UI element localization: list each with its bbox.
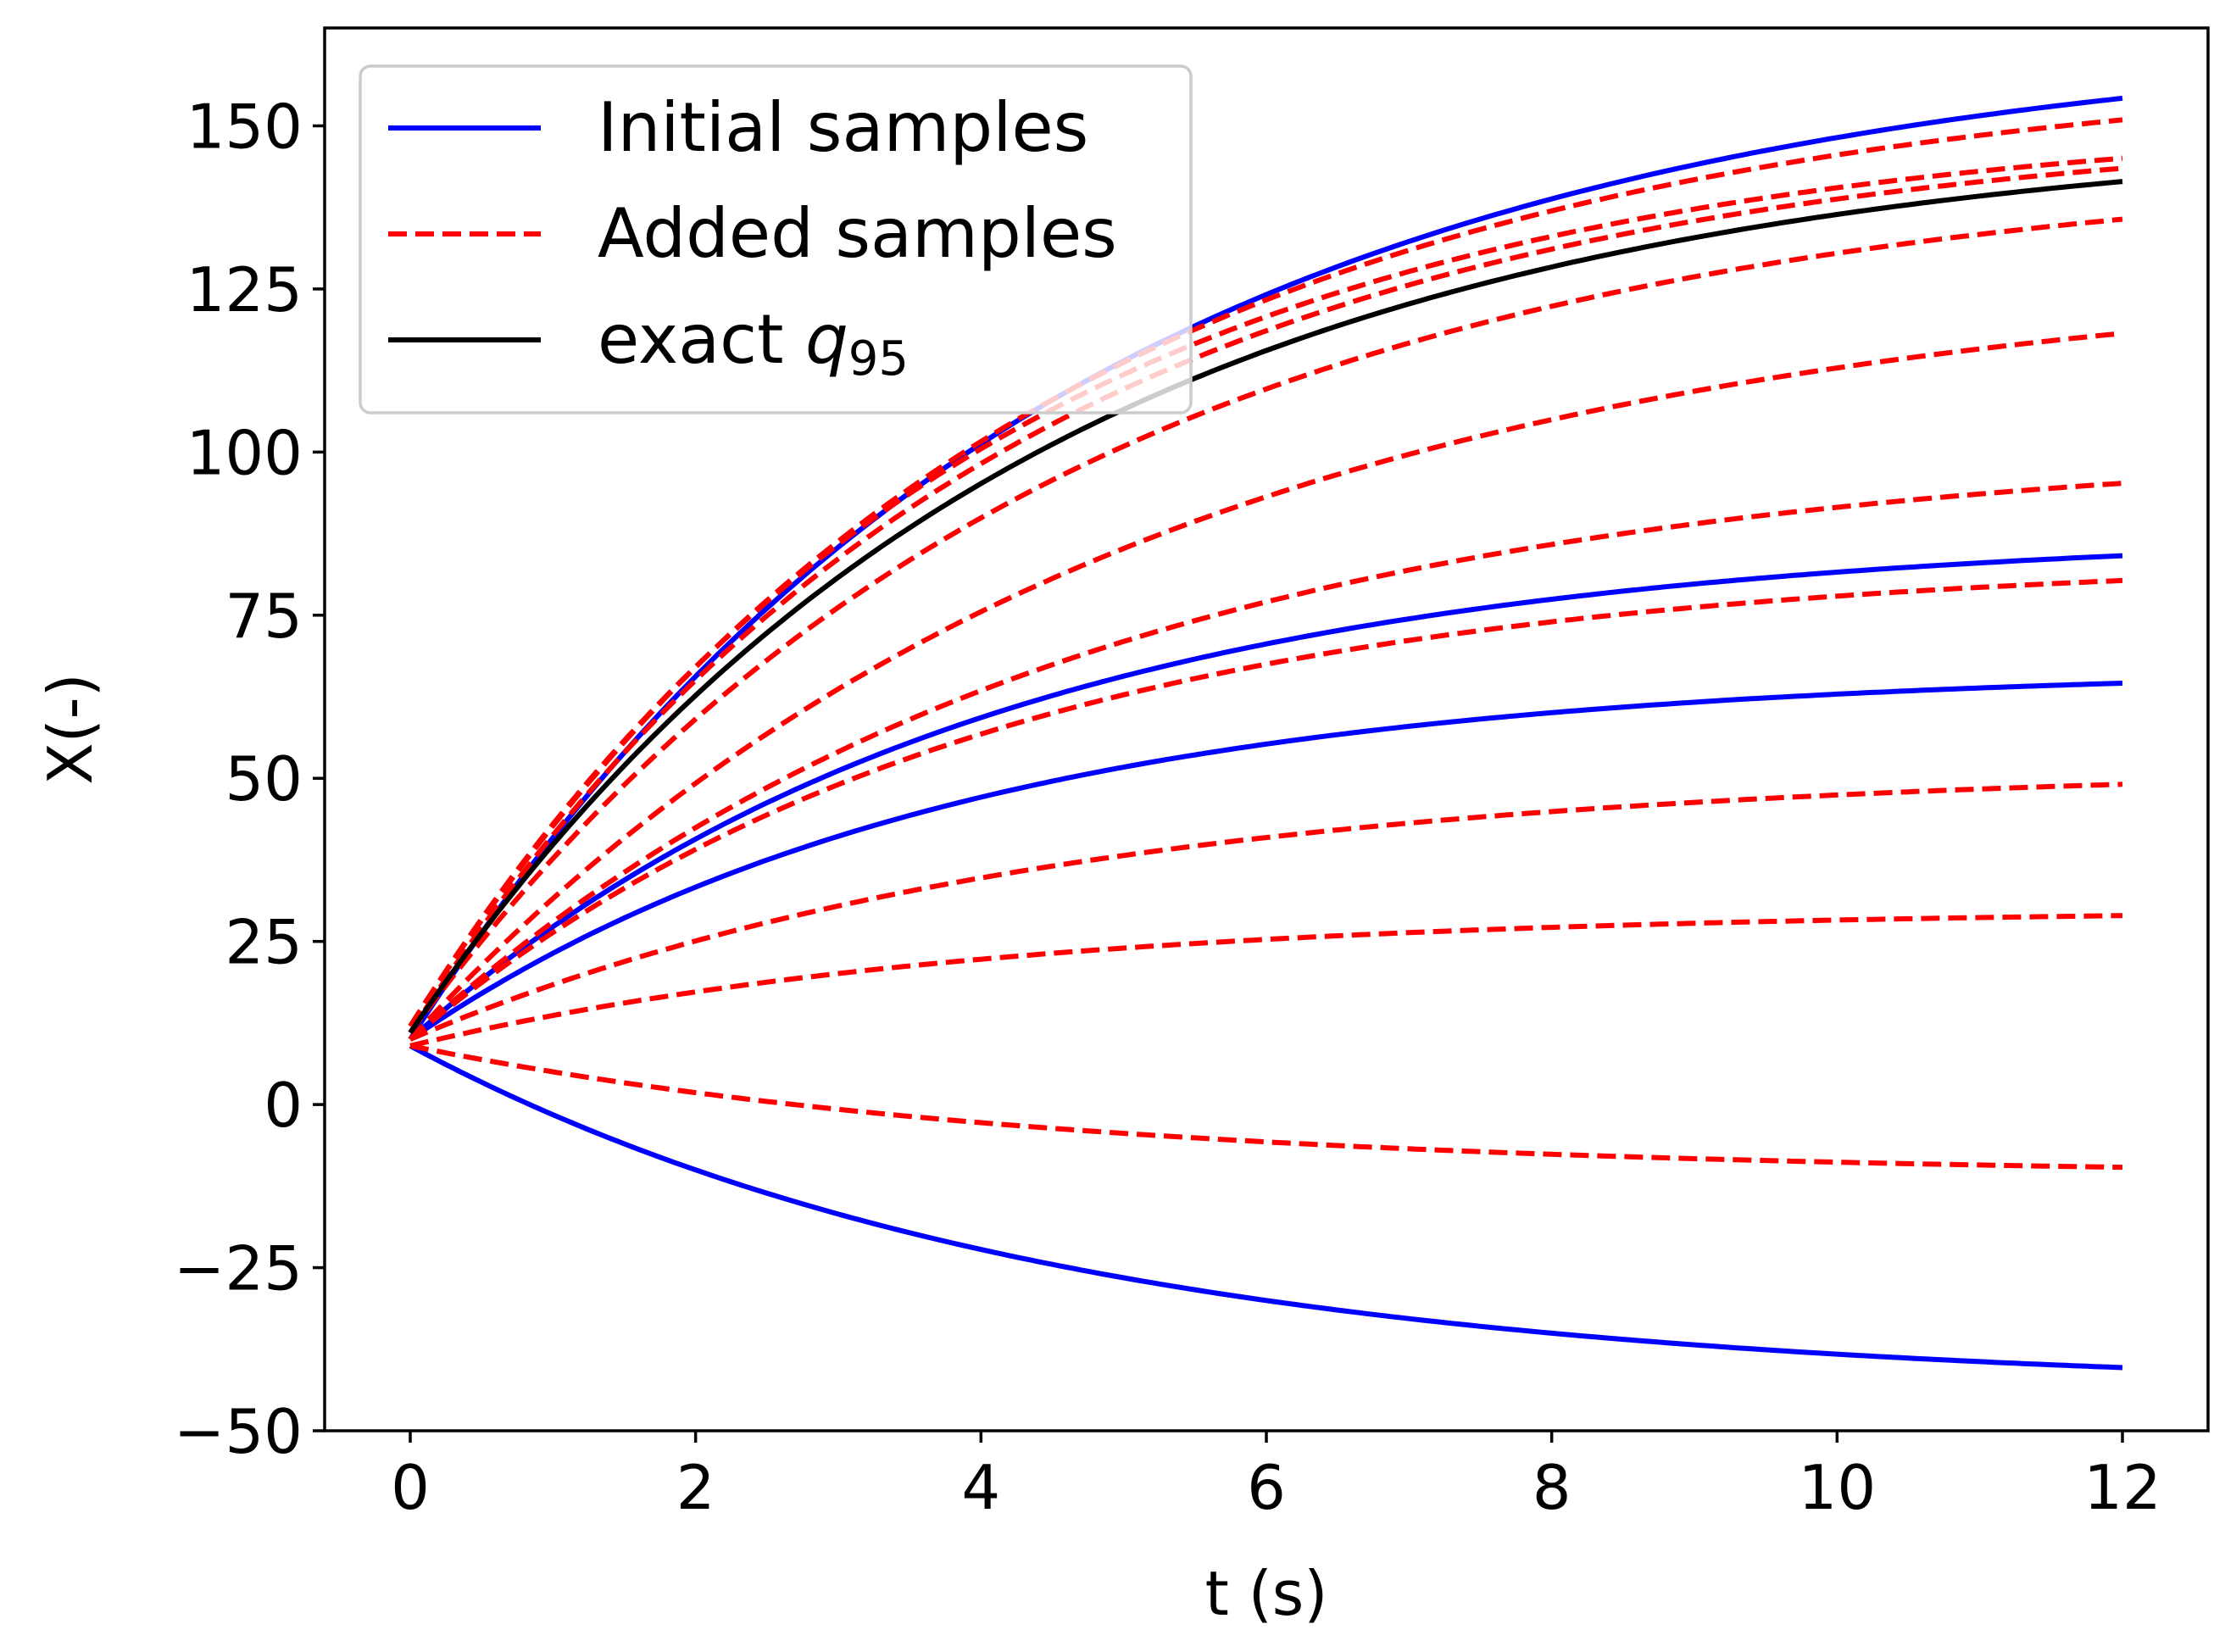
legend-label-q-symbol: q bbox=[805, 300, 848, 379]
series-line-added-samples-6 bbox=[408, 481, 2123, 1042]
series-layer bbox=[408, 95, 2123, 1371]
y-tick-label-125: 125 bbox=[186, 254, 303, 325]
y-axis-label: X(-) bbox=[35, 673, 106, 784]
legend-box bbox=[359, 64, 1193, 414]
y-tick-label--50: −50 bbox=[174, 1396, 303, 1467]
series-line-initial-samples-2 bbox=[409, 553, 2123, 1042]
x-axis-label: t (s) bbox=[1205, 1558, 1328, 1629]
y-tick-label-0: 0 bbox=[264, 1070, 303, 1141]
series-line-initial-samples-4 bbox=[409, 1043, 2123, 1371]
x-tick-label-8: 8 bbox=[1532, 1452, 1571, 1523]
legend-label-exact-prefix: exact bbox=[598, 300, 805, 379]
series-line-initial-samples-3 bbox=[409, 681, 2123, 1042]
series-line-added-samples-1 bbox=[408, 117, 2123, 1028]
y-tick-label-150: 150 bbox=[186, 91, 303, 162]
series-line-added-samples-10 bbox=[409, 1043, 2123, 1171]
legend-label-added-samples: Added samples bbox=[598, 194, 1117, 273]
series-line-added-samples-2 bbox=[408, 155, 2123, 1028]
series-line-added-samples-7 bbox=[409, 577, 2123, 1042]
x-tick-label-4: 4 bbox=[961, 1452, 1000, 1523]
series-line-added-samples-8 bbox=[409, 782, 2123, 1042]
series-line-initial-samples-1 bbox=[408, 95, 2123, 1041]
x-tick-label-10: 10 bbox=[1799, 1452, 1877, 1523]
y-tick-label--25: −25 bbox=[174, 1233, 303, 1304]
series-line-exact-q95-1 bbox=[408, 179, 2123, 1035]
legend-label-initial-samples: Initial samples bbox=[598, 88, 1088, 167]
series-line-added-samples-3 bbox=[408, 165, 2123, 1035]
legend: Initial samples Added samples exact q95 bbox=[359, 64, 1193, 414]
legend-label-exact-q95: exact q95 bbox=[598, 300, 909, 387]
x-tick-label-12: 12 bbox=[2083, 1452, 2161, 1523]
series-line-added-samples-5 bbox=[408, 331, 2123, 1042]
series-line-added-samples-4 bbox=[408, 216, 2123, 1035]
x-tick-label-0: 0 bbox=[391, 1452, 430, 1523]
ticks-layer: 0 2 4 6 8 10 12 −50 −25 0 25 50 75 100 125 150 bbox=[174, 91, 2161, 1523]
y-tick-label-100: 100 bbox=[186, 417, 303, 488]
x-tick-label-6: 6 bbox=[1247, 1452, 1286, 1523]
x-tick-label-2: 2 bbox=[676, 1452, 715, 1523]
y-tick-label-75: 75 bbox=[225, 581, 303, 652]
y-tick-label-25: 25 bbox=[225, 907, 303, 978]
legend-label-95-subscript: 95 bbox=[848, 331, 909, 387]
y-tick-label-50: 50 bbox=[225, 743, 303, 815]
